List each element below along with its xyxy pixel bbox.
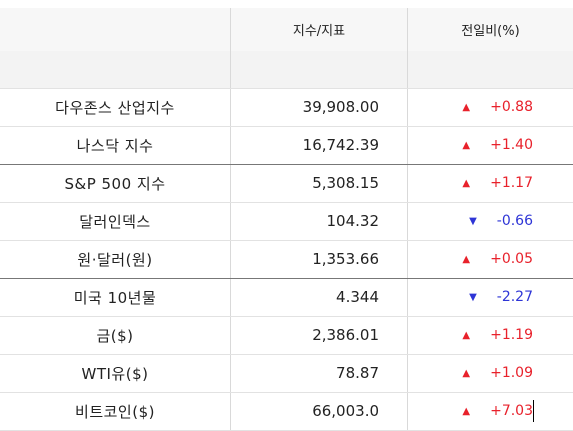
index-value: 5,308.15: [312, 174, 379, 192]
triangle-up-icon: ▲: [462, 405, 471, 417]
table-row: 달러인덱스 104.32 ▼ -0.66: [0, 202, 573, 240]
change-cell: ▲ +7.03: [408, 392, 573, 430]
change-cell: ▲ +1.19: [408, 316, 573, 354]
table-row: 나스닥 지수 16,742.39 ▲ +1.40: [0, 126, 573, 164]
change-number: +1.09: [490, 365, 533, 381]
name-cell: S&P 500 지수: [0, 164, 231, 202]
value-cell: 5,308.15: [231, 164, 408, 202]
index-value: 78.87: [336, 364, 379, 382]
index-value: 66,003.0: [312, 402, 379, 420]
triangle-down-icon: ▼: [469, 291, 477, 303]
value-cell: 39,908.00: [231, 88, 408, 126]
index-value: 1,353.66: [312, 250, 379, 268]
index-name: 달러인덱스: [79, 212, 151, 231]
name-cell: 달러인덱스: [0, 202, 231, 240]
change-value: ▲ +1.40: [462, 137, 533, 153]
value-cell: 104.32: [231, 202, 408, 240]
change-value: ▼ -0.66: [469, 213, 533, 229]
value-cell: 4.344: [231, 278, 408, 316]
change-number: +0.05: [490, 251, 533, 267]
index-name: 미국 10년물: [73, 288, 157, 307]
table-row: WTI유($) 78.87 ▲ +1.09: [0, 354, 573, 392]
change-value: ▲ +1.17: [462, 175, 533, 191]
index-name: WTI유($): [81, 364, 149, 383]
divider: [0, 88, 573, 89]
subheader-cell: [0, 51, 231, 88]
triangle-up-icon: ▲: [462, 253, 471, 265]
change-cell: ▼ -2.27: [408, 278, 573, 316]
table-row: 미국 10년물 4.344 ▼ -2.27: [0, 278, 573, 316]
change-number: +7.03: [490, 403, 533, 419]
change-number: -0.66: [496, 213, 533, 229]
triangle-up-icon: ▲: [462, 101, 471, 113]
change-value: ▲ +0.05: [462, 251, 533, 267]
table-subheader: [0, 51, 573, 88]
change-value: ▼ -2.27: [469, 289, 533, 305]
table-row: S&P 500 지수 5,308.15 ▲ +1.17: [0, 164, 573, 202]
header-index: 지수/지표: [231, 8, 408, 51]
name-cell: 비트코인($): [0, 392, 231, 430]
index-value: 104.32: [326, 212, 380, 230]
table-row: 금($) 2,386.01 ▲ +1.19: [0, 316, 573, 354]
divider: [0, 126, 573, 127]
divider: [0, 316, 573, 317]
name-cell: 다우존스 산업지수: [0, 88, 231, 126]
change-cell: ▲ +1.40: [408, 126, 573, 164]
name-cell: 미국 10년물: [0, 278, 231, 316]
table-header: 지수/지표 전일비(%): [0, 8, 573, 51]
divider: [0, 202, 573, 203]
text-cursor: [533, 400, 534, 422]
subheader-cell: [231, 51, 408, 88]
divider: [0, 278, 573, 279]
divider: [0, 164, 573, 165]
header-name-cell: [0, 8, 231, 51]
triangle-down-icon: ▼: [469, 215, 477, 227]
value-cell: 16,742.39: [231, 126, 408, 164]
triangle-up-icon: ▲: [462, 139, 471, 151]
change-cell: ▲ +0.88: [408, 88, 573, 126]
index-value: 2,386.01: [312, 326, 379, 344]
name-cell: 원·달러(원): [0, 240, 231, 278]
value-cell: 78.87: [231, 354, 408, 392]
table-row: 다우존스 산업지수 39,908.00 ▲ +0.88: [0, 88, 573, 126]
index-name: 다우존스 산업지수: [55, 98, 175, 117]
change-number: -2.27: [496, 289, 533, 305]
change-value: ▲ +1.19: [462, 327, 533, 343]
change-number: +0.88: [490, 99, 533, 115]
header-change: 전일비(%): [461, 24, 520, 39]
change-value: ▲ +7.03: [462, 403, 533, 419]
value-cell: 66,003.0: [231, 392, 408, 430]
change-value: ▲ +1.09: [462, 365, 533, 381]
index-value: 39,908.00: [302, 98, 379, 116]
change-number: +1.40: [490, 137, 533, 153]
index-name: S&P 500 지수: [64, 174, 166, 193]
value-cell: 1,353.66: [231, 240, 408, 278]
change-cell: ▲ +1.17: [408, 164, 573, 202]
table-row: 비트코인($) 66,003.0 ▲ +7.03: [0, 392, 573, 430]
change-cell: ▲ +0.05: [408, 240, 573, 278]
name-cell: 금($): [0, 316, 231, 354]
index-name: 원·달러(원): [77, 250, 153, 269]
divider: [0, 354, 573, 355]
name-cell: WTI유($): [0, 354, 231, 392]
triangle-up-icon: ▲: [462, 177, 471, 189]
index-name: 나스닥 지수: [76, 136, 154, 155]
index-name: 비트코인($): [75, 402, 155, 421]
index-value: 16,742.39: [302, 136, 379, 154]
change-number: +1.19: [490, 327, 533, 343]
change-cell: ▲ +1.09: [408, 354, 573, 392]
subheader-cell: [408, 51, 573, 88]
index-value: 4.344: [336, 288, 379, 306]
name-cell: 나스닥 지수: [0, 126, 231, 164]
triangle-up-icon: ▲: [462, 367, 471, 379]
value-cell: 2,386.01: [231, 316, 408, 354]
change-cell: ▼ -0.66: [408, 202, 573, 240]
change-number: +1.17: [490, 175, 533, 191]
change-value: ▲ +0.88: [462, 99, 533, 115]
index-name: 금($): [96, 326, 134, 345]
divider: [0, 392, 573, 393]
table-row: 원·달러(원) 1,353.66 ▲ +0.05: [0, 240, 573, 278]
triangle-up-icon: ▲: [462, 329, 471, 341]
divider: [0, 240, 573, 241]
